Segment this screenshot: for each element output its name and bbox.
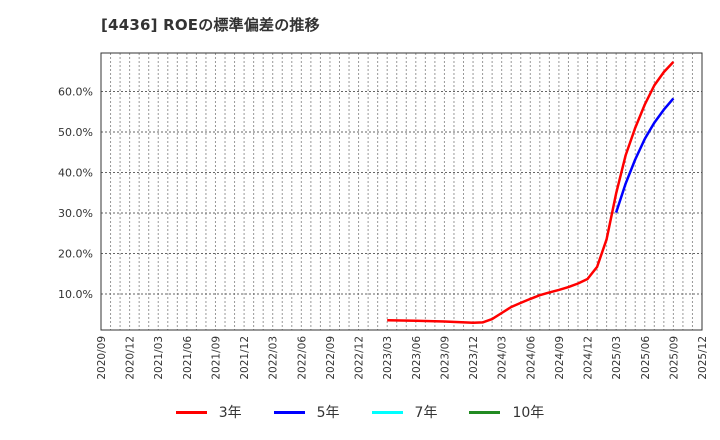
plot-area-border — [100, 52, 703, 331]
x-tick-label: 2021/12 — [239, 336, 251, 380]
x-tick-label: 2020/12 — [125, 336, 137, 380]
legend-label: 3年 — [218, 405, 242, 421]
x-tick-label: 2022/12 — [354, 336, 366, 380]
x-tick-label: 2024/06 — [525, 336, 537, 380]
legend-label: 10年 — [512, 405, 545, 421]
series-lines — [387, 61, 675, 325]
legend-swatch — [371, 410, 403, 414]
x-tick-label: 2021/06 — [182, 336, 194, 380]
x-tick-label: 2025/09 — [668, 336, 680, 380]
legend-item: 3年 — [175, 402, 242, 422]
y-tick-label: 30.0% — [58, 207, 93, 220]
legend-item: 5年 — [273, 402, 340, 422]
series-line-3年 — [387, 61, 675, 325]
y-axis: 10.0% 20.0% 30.0% 40.0% 50.0% 60.0% — [58, 86, 93, 302]
x-tick-label: 2022/09 — [325, 336, 337, 380]
x-tick-label: 2025/12 — [697, 336, 709, 380]
y-tick-label: 60.0% — [58, 86, 93, 99]
legend-label: 7年 — [414, 405, 438, 421]
legend-swatch — [469, 410, 501, 414]
legend-item: 7年 — [371, 402, 438, 422]
y-tick-label: 20.0% — [58, 248, 93, 261]
x-tick-label: 2022/03 — [268, 336, 280, 380]
series-line-5年 — [614, 97, 675, 213]
legend-swatch — [273, 410, 305, 414]
x-tick-label: 2023/12 — [468, 336, 480, 380]
x-tick-label: 2020/09 — [96, 336, 108, 380]
x-axis: 2020/09 2020/12 2021/03 2021/06 2021/09 2021/… — [96, 336, 709, 380]
y-tick-label: 50.0% — [58, 126, 93, 139]
x-tick-label: 2025/06 — [640, 336, 652, 380]
x-tick-label: 2021/09 — [210, 336, 222, 380]
y-tick-label: 10.0% — [58, 288, 93, 301]
y-tick-label: 40.0% — [58, 167, 93, 180]
x-tick-label: 2024/12 — [583, 336, 595, 380]
legend-item: 10年 — [469, 402, 544, 422]
x-tick-label: 2025/03 — [611, 336, 623, 380]
x-tick-label: 2024/03 — [497, 336, 509, 380]
x-tick-label: 2023/03 — [382, 336, 394, 380]
x-tick-label: 2024/09 — [554, 336, 566, 380]
legend-label: 5年 — [316, 405, 340, 421]
chart-title: [4436] ROEの標準偏差の推移 — [101, 16, 320, 34]
legend: 3年 5年 7年 10年 — [0, 402, 720, 422]
grid-lines — [101, 53, 702, 330]
x-tick-label: 2022/06 — [296, 336, 308, 380]
legend-swatch — [175, 410, 207, 414]
x-tick-label: 2023/09 — [439, 336, 451, 380]
x-tick-label: 2023/06 — [411, 336, 423, 380]
x-tick-label: 2021/03 — [153, 336, 165, 380]
